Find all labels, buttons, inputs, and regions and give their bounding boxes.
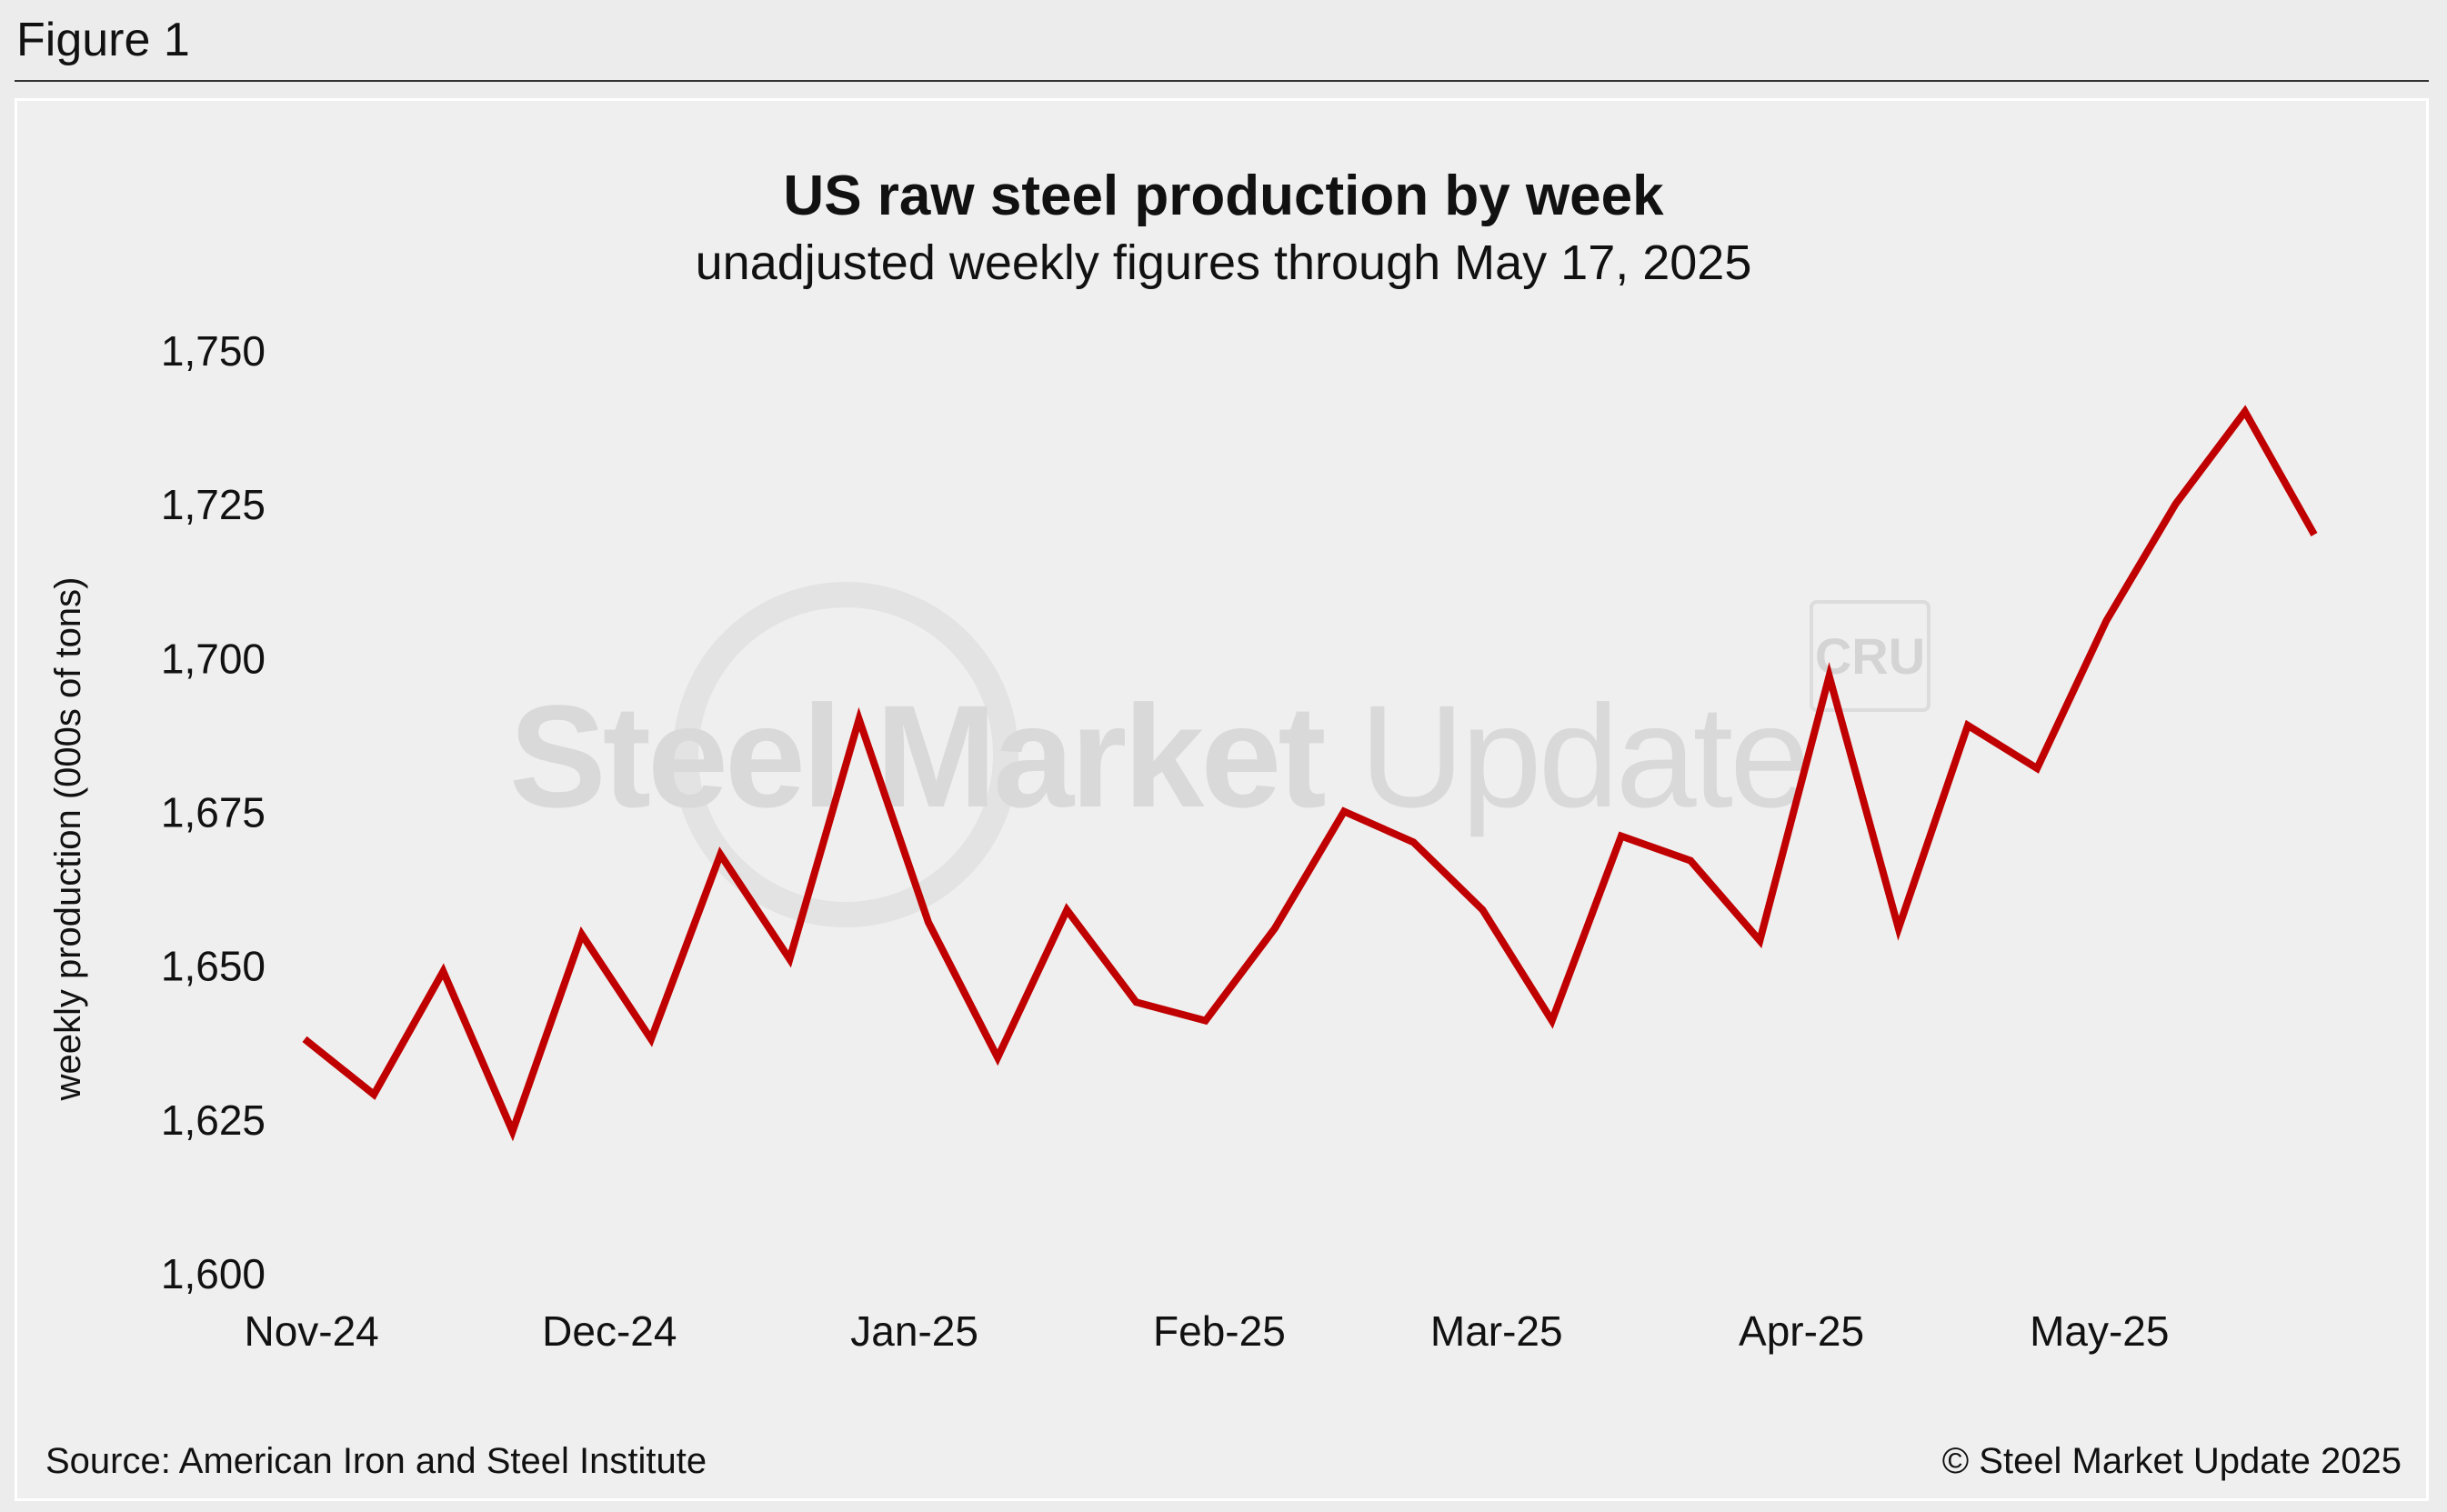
- chart-subtitle: unadjusted weekly figures through May 17…: [695, 235, 1752, 290]
- chart-panel: [15, 98, 2429, 1501]
- figure-label: Figure 1: [16, 14, 190, 66]
- y-tick-label: 1,600: [161, 1250, 266, 1297]
- y-tick-label: 1,675: [161, 789, 266, 836]
- copyright-note: © Steel Market Update 2025: [1941, 1441, 2402, 1481]
- x-tick-label: Mar-25: [1430, 1307, 1563, 1355]
- series-line-weekly-production: [302, 405, 2318, 1142]
- y-tick-label: 1,725: [161, 481, 266, 528]
- y-tick-label: 1,650: [161, 943, 266, 990]
- watermark-cru-badge: CRU: [1810, 600, 1931, 712]
- x-tick-label: Apr-25: [1739, 1307, 1864, 1355]
- source-note: Source: American Iron and Steel Institut…: [45, 1441, 707, 1481]
- y-axis-label: weekly production (000s of tons): [48, 577, 88, 1102]
- x-tick-label: Jan-25: [850, 1307, 978, 1355]
- y-tick-label: 1,750: [161, 327, 266, 375]
- x-tick-label: Feb-25: [1153, 1307, 1286, 1355]
- y-tick-label: 1,625: [161, 1096, 266, 1144]
- x-tick-label: Nov-24: [244, 1307, 378, 1355]
- y-tick-label: 1,700: [161, 635, 266, 682]
- figure-header: [15, 11, 2429, 82]
- watermark-logo: Steel Market Update: [509, 675, 1810, 837]
- x-tick-label: May-25: [2030, 1307, 2169, 1355]
- chart-title: US raw steel production by week: [783, 165, 1664, 227]
- x-tick-label: Dec-24: [542, 1307, 677, 1355]
